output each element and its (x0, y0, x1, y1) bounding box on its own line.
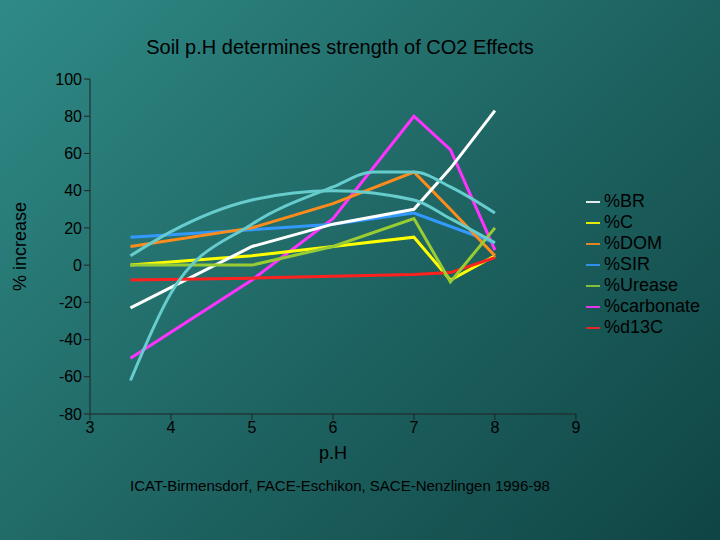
svg-text:-80: -80 (59, 406, 82, 423)
svg-text:p.H: p.H (319, 443, 347, 463)
html-text:%DOM: %DOM (603, 232, 662, 253)
html-text:%Urease: %Urease (603, 274, 678, 295)
svg-text:20: 20 (64, 220, 82, 237)
svg-text:6: 6 (329, 419, 338, 436)
svg-text:-20: -20 (59, 294, 82, 311)
svg-text:100: 100 (55, 71, 82, 88)
svg-text:9: 9 (571, 419, 580, 436)
html-text:%carbonate: %carbonate (603, 295, 700, 316)
html-text:%C: %C (603, 211, 633, 232)
html-text:%SIR: %SIR (603, 253, 650, 274)
html-text:ICAT-Birmensdorf, FACE-Eschiko: ICAT-Birmensdorf, FACE-Eschikon, SACE-Ne… (130, 477, 550, 494)
svg-text:80: 80 (64, 108, 82, 125)
svg-text:7: 7 (409, 419, 418, 436)
html-text:%d13C: %d13C (603, 316, 663, 337)
svg-text:60: 60 (64, 145, 82, 162)
svg-text:3: 3 (86, 419, 95, 436)
html-text:Soil p.H determines strength o: Soil p.H determines strength of CO2 Effe… (146, 36, 534, 58)
svg-text:0: 0 (73, 257, 82, 274)
svg-text:40: 40 (64, 182, 82, 199)
svg-text:-40: -40 (59, 331, 82, 348)
html-text:%BR: %BR (603, 190, 645, 211)
svg-text:4: 4 (167, 419, 176, 436)
svg-text:8: 8 (490, 419, 499, 436)
svg-text:% increase: % increase (10, 202, 30, 291)
svg-text:5: 5 (248, 419, 257, 436)
svg-text:-60: -60 (59, 368, 82, 385)
